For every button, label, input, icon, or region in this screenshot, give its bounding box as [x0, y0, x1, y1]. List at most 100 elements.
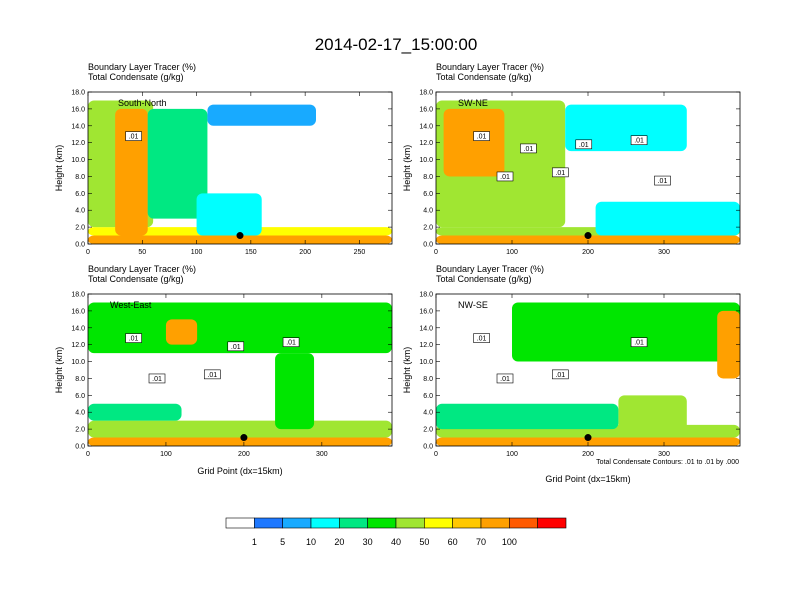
svg-text:.01: .01 — [634, 138, 644, 145]
field-region-5 — [565, 104, 687, 152]
svg-text:.01: .01 — [129, 336, 139, 343]
x-axis-label: Grid Point (dx=15km) — [545, 474, 630, 484]
field-region-4 — [443, 108, 505, 177]
x-tick-label: 300 — [658, 451, 670, 458]
y-tick-label: 8.0 — [423, 174, 433, 181]
y-tick-label: 16.0 — [71, 106, 85, 113]
y-tick-label: 16.0 — [419, 106, 433, 113]
field-region-6 — [436, 403, 619, 430]
colorbar-tick-label: 100 — [502, 537, 517, 547]
y-tick-label: 12.0 — [419, 342, 433, 349]
field-region-4 — [165, 319, 198, 345]
x-tick-label: 200 — [582, 451, 594, 458]
svg-text:.01: .01 — [658, 178, 668, 185]
y-tick-label: 2.0 — [423, 427, 433, 434]
y-tick-label: 10.0 — [71, 157, 85, 164]
field-region-3 — [512, 302, 740, 362]
x-tick-label: 300 — [316, 451, 328, 458]
panel-label: West-East — [110, 300, 152, 310]
svg-text:.01: .01 — [231, 344, 241, 351]
y-tick-label: 4.0 — [423, 208, 433, 215]
contour-label: .01 — [148, 373, 166, 384]
contour-label: .01 — [227, 341, 245, 352]
svg-text:.01: .01 — [477, 134, 487, 141]
field-region-6 — [88, 403, 182, 421]
plot-frame — [87, 293, 393, 447]
location-marker — [240, 434, 248, 442]
svg-text:.01: .01 — [129, 134, 139, 141]
contour-label: .01 — [473, 131, 490, 141]
colorbar-tick-label: 40 — [391, 537, 401, 547]
contour-label: .01 — [575, 139, 593, 150]
y-tick-label: 18.0 — [419, 292, 433, 299]
colorbar-swatch — [339, 517, 368, 529]
svg-text:.01: .01 — [286, 340, 296, 347]
y-tick-label: 14.0 — [71, 123, 85, 130]
y-tick-label: 12.0 — [419, 140, 433, 147]
y-tick-label: 6.0 — [423, 191, 433, 198]
field-region-1 — [88, 235, 392, 244]
contour-note: Total Condensate Contours: .01 to .01 by… — [596, 459, 739, 466]
y-axis-label: Height (km) — [402, 145, 412, 192]
plot-frame — [87, 91, 393, 245]
field-region-5 — [275, 353, 315, 430]
field-region-5 — [618, 395, 687, 438]
subtitle-condensate: Total Condensate (g/kg) — [88, 72, 184, 82]
contour-label: .01 — [282, 337, 300, 348]
field-region-1 — [88, 437, 392, 446]
panel-2: Boundary Layer Tracer (%)Total Condensat… — [402, 62, 741, 256]
y-tick-label: 8.0 — [423, 376, 433, 383]
svg-text:.01: .01 — [579, 142, 589, 149]
y-tick-label: 0.0 — [423, 444, 433, 451]
location-marker — [236, 232, 244, 240]
tracer-field — [436, 302, 740, 446]
subtitle-tracer: Boundary Layer Tracer (%) — [436, 264, 544, 274]
y-tick-label: 16.0 — [71, 308, 85, 315]
y-tick-label: 12.0 — [71, 342, 85, 349]
subtitle-condensate: Total Condensate (g/kg) — [436, 274, 532, 284]
contour-label: .01 — [552, 369, 569, 380]
field-region-4 — [115, 108, 148, 236]
panel-label: SW-NE — [458, 98, 488, 108]
y-tick-label: 2.0 — [423, 225, 433, 232]
x-tick-label: 50 — [138, 249, 146, 256]
field-region-2 — [88, 420, 392, 438]
svg-text:.01: .01 — [152, 376, 162, 383]
colorbar-tick-label: 1 — [252, 537, 257, 547]
subtitle-tracer: Boundary Layer Tracer (%) — [436, 62, 544, 72]
colorbar-swatch — [367, 517, 397, 529]
y-tick-label: 18.0 — [71, 90, 85, 97]
x-tick-label: 200 — [238, 451, 250, 458]
field-region-3 — [88, 302, 392, 354]
y-tick-label: 6.0 — [423, 393, 433, 400]
y-tick-label: 10.0 — [419, 359, 433, 366]
y-tick-label: 12.0 — [71, 140, 85, 147]
contour-label: .01 — [520, 143, 537, 154]
colorbar: 1 5 10 20 30 40 50 60 70 100 — [225, 517, 567, 547]
svg-text:.01: .01 — [500, 376, 510, 383]
colorbar-swatch — [310, 517, 340, 529]
y-tick-label: 0.0 — [75, 242, 85, 249]
y-tick-label: 14.0 — [419, 123, 433, 130]
svg-text:.01: .01 — [524, 146, 534, 153]
y-tick-label: 2.0 — [75, 427, 85, 434]
colorbar-tick-label: 5 — [280, 537, 285, 547]
y-tick-label: 10.0 — [419, 157, 433, 164]
panel-label: South-North — [118, 98, 167, 108]
contour-label: .01 — [630, 135, 648, 146]
y-tick-label: 4.0 — [75, 208, 85, 215]
contour-label: .01 — [125, 333, 142, 343]
colorbar-swatch — [424, 517, 453, 529]
panel-3: Boundary Layer Tracer (%)Total Condensat… — [54, 264, 393, 476]
y-axis-label: Height (km) — [402, 347, 412, 394]
y-tick-label: 0.0 — [75, 444, 85, 451]
field-region-7 — [196, 193, 262, 236]
field-region-5 — [147, 108, 208, 219]
x-tick-label: 150 — [245, 249, 257, 256]
colorbar-swatch — [225, 517, 255, 529]
field-region-4 — [717, 310, 740, 379]
y-tick-label: 8.0 — [75, 174, 85, 181]
x-tick-label: 0 — [86, 249, 90, 256]
panels: Boundary Layer Tracer (%)Total Condensat… — [54, 62, 741, 484]
